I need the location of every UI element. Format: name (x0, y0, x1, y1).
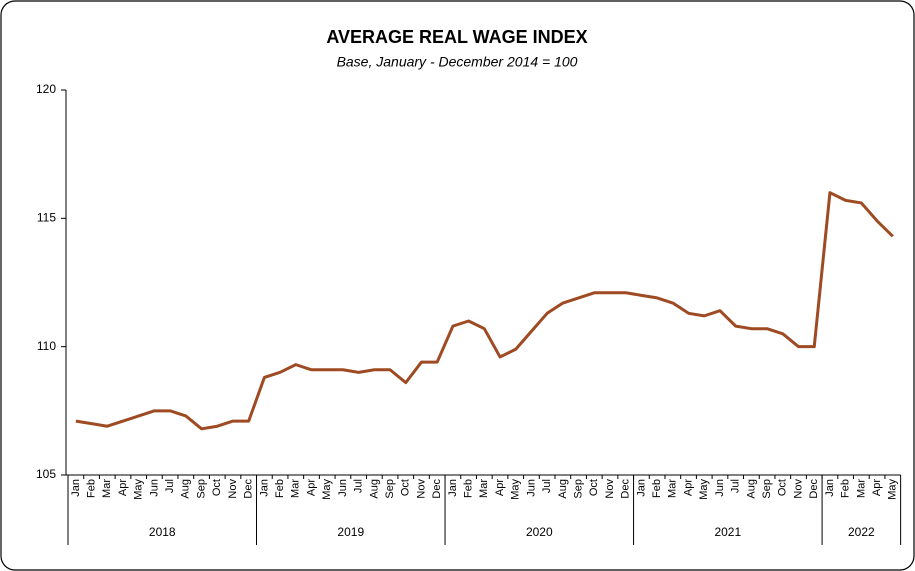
year-label: 2020 (526, 525, 553, 539)
x-tick-label: Mar (101, 479, 113, 498)
x-tick-label: Jan (258, 479, 270, 497)
x-tick-label: Dec (620, 479, 632, 499)
year-label: 2019 (337, 525, 364, 539)
x-tick-label: Dec (808, 479, 820, 499)
x-tick-label: Mar (290, 479, 302, 498)
x-tick-label: Nov (415, 479, 427, 499)
x-tick-label: Jun (525, 479, 537, 497)
x-tick-label: Jun (714, 479, 726, 497)
x-tick-label: Sep (572, 479, 584, 499)
x-tick-label: Jan (447, 479, 459, 497)
x-tick-label: Nov (227, 479, 239, 499)
x-tick-label: Jul (353, 479, 365, 493)
x-tick-label: Aug (745, 479, 757, 499)
y-tick-label: 120 (36, 82, 56, 96)
x-tick-label: Oct (588, 479, 600, 496)
x-tick-label: Nov (792, 479, 804, 499)
x-tick-label: Nov (604, 479, 616, 499)
year-label: 2021 (714, 525, 741, 539)
y-tick-label: 115 (37, 211, 56, 225)
x-tick-label: Feb (274, 479, 286, 498)
x-tick-label: Apr (494, 479, 506, 496)
x-tick-label: Jan (824, 479, 836, 497)
chart-title: AVERAGE REAL WAGE INDEX (326, 27, 587, 47)
x-tick-label: Feb (85, 479, 97, 498)
data-line (75, 191, 894, 431)
x-tick-label: Aug (180, 479, 192, 499)
x-tick-label: Apr (682, 479, 694, 496)
x-tick-label: Aug (368, 479, 380, 499)
x-tick-label: Feb (651, 479, 663, 498)
x-tick-label: Dec (431, 479, 443, 499)
x-tick-label: Sep (761, 479, 773, 499)
x-tick-label: Sep (195, 479, 207, 499)
y-tick-label: 110 (37, 339, 56, 353)
x-tick-label: May (321, 479, 333, 500)
x-tick-label: Oct (400, 479, 412, 496)
x-tick-label: Jul (541, 479, 553, 493)
x-tick-label: Sep (384, 479, 396, 499)
year-label: 2022 (848, 525, 875, 539)
x-tick-label: Feb (463, 479, 475, 498)
x-tick-label: Aug (557, 479, 569, 499)
x-tick-label: Jun (148, 479, 160, 497)
x-tick-label: May (133, 479, 145, 500)
year-label: 2018 (149, 525, 176, 539)
x-tick-label: May (698, 479, 710, 500)
chart-subtitle: Base, January - December 2014 = 100 (337, 54, 578, 70)
x-tick-label: Oct (777, 479, 789, 496)
x-tick-label: Apr (305, 479, 317, 496)
x-tick-label: May (887, 479, 899, 500)
x-tick-label: Mar (478, 479, 490, 498)
x-tick-label: Jul (164, 479, 176, 493)
x-tick-label: Oct (211, 479, 223, 496)
x-tick-label: Mar (667, 479, 679, 498)
x-tick-label: Jan (70, 479, 82, 497)
x-tick-label: Apr (117, 479, 129, 496)
x-tick-label: May (510, 479, 522, 500)
x-tick-label: Jul (730, 479, 742, 493)
y-tick-label: 105 (36, 467, 56, 481)
x-tick-label: Apr (871, 479, 883, 496)
x-tick-label: Dec (243, 479, 255, 499)
x-tick-label: Jun (337, 479, 349, 497)
x-tick-label: Mar (855, 479, 867, 498)
x-tick-label: Feb (840, 479, 852, 498)
x-tick-label: Jan (635, 479, 647, 497)
